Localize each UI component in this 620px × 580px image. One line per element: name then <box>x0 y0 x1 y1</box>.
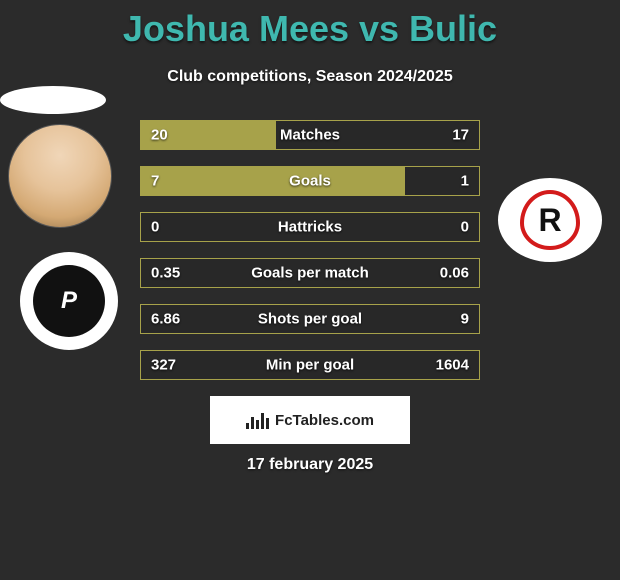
stat-value-right: 0.06 <box>440 265 469 282</box>
stat-row: 6.86 9 Shots per goal <box>140 304 480 334</box>
comparison-bars: 20 17 Matches 7 1 Goals 0 0 Hattricks 0.35 0.06 Goa… <box>140 120 480 396</box>
stat-value-left: 7 <box>151 173 159 190</box>
stat-label: Shots per goal <box>258 311 362 328</box>
page-title: Joshua Mees vs Bulic <box>0 0 620 50</box>
stat-value-left: 20 <box>151 127 168 144</box>
player2-photo <box>0 86 106 114</box>
stat-label: Goals per match <box>251 265 369 282</box>
stat-label: Min per goal <box>266 357 354 374</box>
stat-row: 0 0 Hattricks <box>140 212 480 242</box>
fctables-branding: FcTables.com <box>210 396 410 444</box>
stat-value-left: 327 <box>151 357 176 374</box>
player2-club-initial: R <box>520 190 580 250</box>
stat-value-right: 17 <box>452 127 469 144</box>
stat-value-right: 1 <box>461 173 469 190</box>
player2-club-shield: R <box>520 190 580 250</box>
player1-club-initial: P <box>33 265 105 337</box>
stat-label: Hattricks <box>278 219 342 236</box>
stat-value-right: 1604 <box>436 357 469 374</box>
stat-fill-left <box>141 167 405 195</box>
branding-label: FcTables.com <box>275 412 374 429</box>
stat-value-left: 0 <box>151 219 159 236</box>
stat-row: 20 17 Matches <box>140 120 480 150</box>
stat-row: 7 1 Goals <box>140 166 480 196</box>
stat-label: Goals <box>289 173 331 190</box>
stat-value-right: 0 <box>461 219 469 236</box>
stat-row: 0.35 0.06 Goals per match <box>140 258 480 288</box>
stat-row: 327 1604 Min per goal <box>140 350 480 380</box>
stat-label: Matches <box>280 127 340 144</box>
player1-club-logo: P <box>20 252 118 350</box>
stat-value-left: 6.86 <box>151 311 180 328</box>
page-subtitle: Club competitions, Season 2024/2025 <box>0 68 620 86</box>
player2-club-logo: R <box>498 178 602 262</box>
comparison-date: 17 february 2025 <box>247 456 373 474</box>
player1-photo <box>8 124 112 228</box>
stat-value-right: 9 <box>461 311 469 328</box>
bars-icon <box>246 411 269 429</box>
stat-value-left: 0.35 <box>151 265 180 282</box>
